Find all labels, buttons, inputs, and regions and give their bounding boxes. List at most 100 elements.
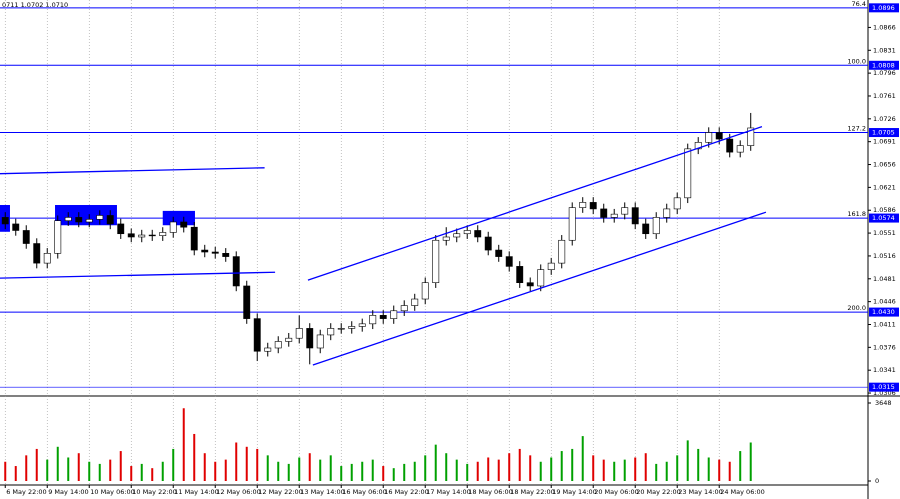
x-tick-label: 13 May 14:00	[300, 488, 345, 496]
level-label-box	[869, 60, 899, 70]
candle-body	[190, 226, 198, 251]
candle-body	[316, 334, 324, 349]
candle-body	[222, 253, 230, 257]
candle-body	[117, 223, 125, 235]
candle-body	[526, 282, 534, 287]
candle-body	[253, 318, 261, 352]
candle-body	[295, 328, 303, 339]
candle-body	[127, 233, 135, 238]
x-tick-label: 16 May 22:00	[384, 488, 429, 496]
candle-body	[22, 230, 30, 244]
fib-label: 76.4	[852, 0, 866, 8]
candle-body	[453, 233, 461, 238]
candle-body	[442, 236, 450, 241]
fib-label: 127.2	[847, 125, 866, 133]
y-tick-label: 1.0761	[873, 92, 896, 100]
candle-body	[348, 326, 356, 329]
candle-body	[180, 221, 188, 228]
x-tick-label: 11 May 14:00	[174, 488, 219, 496]
candle-body	[411, 298, 419, 306]
level-label-box	[869, 382, 899, 392]
candle-body	[621, 207, 629, 215]
candle-body	[1, 217, 9, 225]
level-label-box	[869, 307, 899, 317]
candle-body	[432, 239, 440, 284]
fib-label: 100.0	[847, 57, 866, 65]
x-tick-label: 10 May 22:00	[132, 488, 177, 496]
candle-body	[715, 132, 723, 140]
x-tick-label: 24 May 06:00	[720, 488, 765, 496]
trend-line	[0, 167, 265, 175]
y-tick-label: 1.0411	[873, 320, 896, 328]
y-tick-label: 3648	[875, 399, 892, 407]
level-label: 1.0315	[872, 383, 895, 391]
x-tick-label: 18 May 22:00	[510, 488, 555, 496]
x-tick-label: 16 May 06:00	[342, 488, 387, 496]
candle-body	[495, 249, 503, 257]
candle-body	[285, 337, 293, 342]
x-tick-label: 12 May 06:00	[216, 488, 261, 496]
y-tick-label: 1.0656	[873, 161, 896, 169]
fib-label: 200.0	[847, 304, 866, 312]
candle-body	[642, 223, 650, 235]
candle-body	[579, 202, 587, 208]
candle-body	[264, 347, 272, 352]
x-tick-label: 9 May 14:00	[48, 488, 88, 496]
trend-line	[312, 211, 767, 366]
candle-body	[537, 269, 545, 287]
y-tick-label: 1.0586	[873, 206, 896, 214]
candle-body	[673, 197, 681, 210]
y-tick-label: 1.0376	[873, 343, 896, 351]
candle-body	[684, 148, 692, 199]
x-tick-label: 18 May 06:00	[468, 488, 513, 496]
header-text: 0711 1.0702 1.0710	[2, 1, 68, 9]
candle-body	[747, 127, 755, 146]
y-tick-label: 1.0341	[873, 366, 896, 374]
candle-body	[505, 256, 513, 267]
fib-label: 161.8	[847, 210, 866, 218]
candle-body	[232, 256, 240, 287]
candle-body	[369, 315, 377, 325]
x-tick-label: 20 May 06:00	[594, 488, 639, 496]
candle-body	[600, 208, 608, 218]
candle-body	[516, 266, 524, 284]
candle-body	[54, 220, 62, 254]
candle-body	[558, 239, 566, 264]
x-tick-label: 6 May 22:00	[6, 488, 46, 496]
candle-body	[726, 138, 734, 153]
candle-body	[705, 132, 713, 143]
y-tick-label: 1.0831	[873, 46, 896, 54]
candle-body	[306, 328, 314, 349]
candle-body	[547, 262, 555, 270]
candle-body	[421, 282, 429, 300]
candle-body	[169, 221, 177, 233]
candle-body	[43, 253, 51, 264]
y-tick-label: 1.0866	[873, 23, 896, 31]
candle-body	[159, 232, 167, 236]
candle-body	[106, 215, 114, 225]
x-tick-label: 12 May 22:00	[258, 488, 303, 496]
candle-body	[211, 251, 219, 254]
y-tick-label: 0	[875, 477, 879, 485]
y-tick-label: 1.0551	[873, 229, 896, 237]
x-tick-label: 17 May 14:00	[426, 488, 471, 496]
y-tick-label: 1.0726	[873, 115, 896, 123]
y-tick-label: 1.0516	[873, 252, 896, 260]
trend-line	[0, 271, 276, 279]
candle-body	[390, 310, 398, 319]
candle-body	[631, 207, 639, 225]
level-label-box	[869, 3, 899, 13]
candle-body	[327, 328, 335, 336]
trend-line	[307, 126, 763, 281]
candle-body	[568, 207, 576, 241]
candle-body	[379, 315, 387, 319]
x-tick-label: 20 May 22:00	[636, 488, 681, 496]
candle-body	[663, 208, 671, 218]
y-tick-label: 1.0796	[873, 69, 896, 77]
level-label-box	[869, 128, 899, 138]
y-tick-label: 1.0621	[873, 183, 896, 191]
candle-body	[474, 230, 482, 238]
y-tick-label: 1.0481	[873, 275, 896, 283]
candle-body	[337, 328, 345, 330]
